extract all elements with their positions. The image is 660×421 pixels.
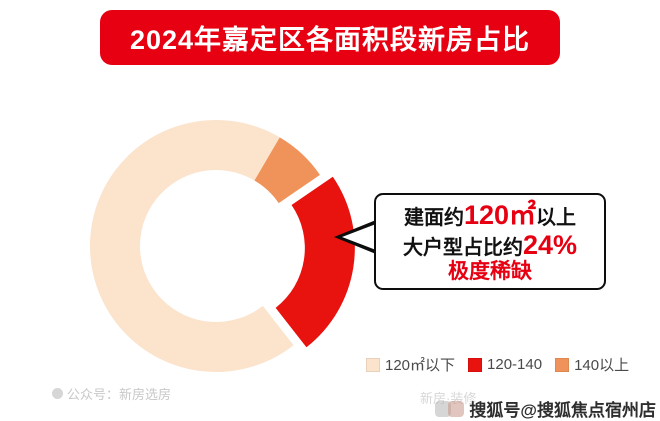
callout-bubble: 建面约120㎡以上 大户型占比约24% 极度稀缺 (374, 193, 606, 290)
callout-text: 大户型占比约 (402, 236, 523, 259)
donut-slice-under-120 (90, 120, 294, 372)
legend-label-under-120: 120㎡以下 (385, 357, 456, 374)
app-badge-icon-2 (448, 400, 465, 417)
callout-line-2: 大户型占比约24% (403, 230, 577, 260)
callout-text: 以上 (536, 206, 577, 229)
donut-slice-120-140 (275, 176, 355, 348)
callout-text: 建面约 (403, 206, 464, 229)
legend-swatch-over-140 (555, 357, 570, 372)
callout-pointer (342, 224, 376, 250)
watermark-text-left: 公众号：新房选房 (67, 387, 172, 402)
donut-chart (90, 120, 355, 372)
donut-slice-over-140 (254, 137, 320, 204)
watermark-sohu: 搜狐号@搜狐焦点宿州店 (435, 396, 656, 421)
legend-item-over-140: 140以上 (555, 354, 629, 375)
watermark-bottom-left: 公众号：新房选房 (52, 384, 171, 403)
callout-highlight: 24% (522, 229, 578, 260)
callout-highlight: 120㎡ (463, 199, 537, 230)
legend-label-120-140: 120-140 (487, 356, 543, 373)
legend: 120㎡以下 120-140 140以上 (366, 354, 629, 375)
legend-swatch-120-140 (468, 357, 483, 372)
legend-item-120-140: 120-140 (468, 356, 542, 373)
app-badge-icon (435, 400, 452, 417)
callout-line-3: 极度稀缺 (448, 260, 532, 284)
callout-emphasis: 极度稀缺 (448, 259, 532, 283)
legend-swatch-under-120 (366, 357, 380, 372)
watermark-text-sohu: 搜狐号@搜狐焦点宿州店 (469, 401, 656, 420)
legend-label-over-140: 140以上 (574, 357, 630, 374)
account-dot-icon (52, 388, 63, 399)
page-title: 2024年嘉定区各面积段新房占比 (129, 25, 531, 55)
callout-line-1: 建面约120㎡以上 (404, 200, 576, 230)
title-banner: 2024年嘉定区各面积段新房占比 (100, 10, 560, 65)
legend-item-under-120: 120㎡以下 (366, 354, 455, 375)
